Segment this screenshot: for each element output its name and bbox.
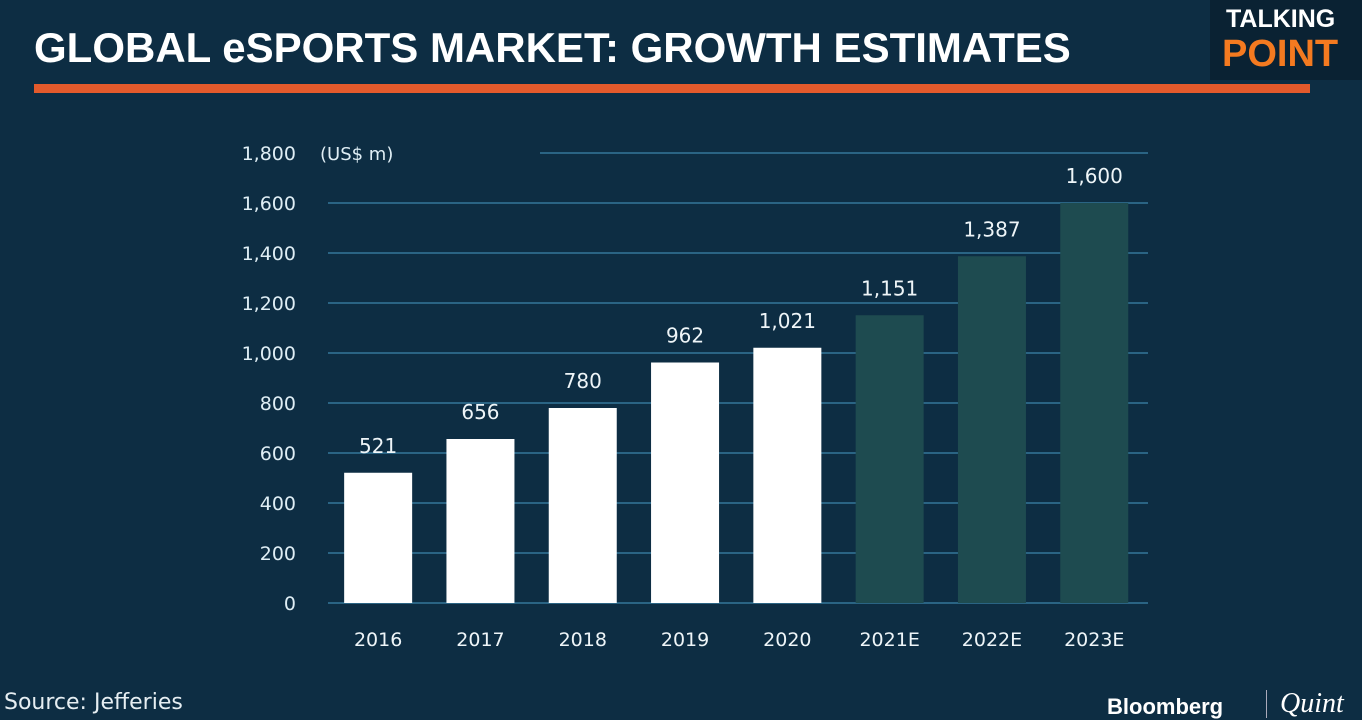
data-label: 780: [564, 369, 602, 393]
bar: [753, 347, 822, 603]
y-tick-label: 1,400: [242, 243, 296, 265]
bar: [855, 315, 924, 603]
brand-divider: [1266, 690, 1267, 718]
bar: [651, 362, 720, 603]
bar: [446, 439, 515, 603]
x-tick-label: 2022E: [962, 629, 1022, 651]
brand-logo-bloomberg: Bloomberg: [1107, 694, 1224, 719]
data-label: 656: [461, 400, 499, 424]
data-label: 1,387: [963, 217, 1020, 241]
x-tick-label: 2023E: [1064, 629, 1124, 651]
y-tick-label: 1,200: [242, 293, 296, 315]
data-label: 1,600: [1066, 164, 1123, 188]
unit-label: (US$ m): [320, 144, 393, 165]
x-tick-label: 2019: [661, 629, 709, 651]
x-tick-label: 2017: [456, 629, 504, 651]
y-tick-label: 0: [284, 593, 296, 615]
y-tick-label: 200: [260, 543, 296, 565]
title-underline: [34, 84, 1310, 93]
x-tick-label: 2018: [559, 629, 607, 651]
talking-point-logo: TALKING POINT: [1210, 0, 1362, 80]
data-label: 962: [666, 324, 704, 348]
data-label: 1,151: [861, 276, 918, 300]
data-label: 1,021: [759, 309, 816, 333]
data-label: 521: [359, 434, 397, 458]
x-tick-label: 2020: [763, 629, 811, 651]
y-tick-label: 600: [260, 443, 296, 465]
page-title: GLOBAL eSPORTS MARKET: GROWTH ESTIMATES: [34, 24, 1071, 71]
x-tick-label: 2021E: [859, 629, 919, 651]
y-tick-label: 1,800: [242, 143, 296, 165]
x-tick-label: 2016: [354, 629, 402, 651]
brand-logo-quint: Quint: [1280, 688, 1344, 719]
source-note: Source: Jefferies: [4, 690, 183, 715]
bar: [344, 472, 413, 603]
bar: [1060, 203, 1129, 603]
bar: [548, 408, 617, 603]
logo-line1: TALKING: [1226, 5, 1336, 33]
bar: [957, 256, 1026, 603]
y-tick-label: 800: [260, 393, 296, 415]
y-tick-label: 400: [260, 493, 296, 515]
y-tick-label: 1,000: [242, 343, 296, 365]
y-tick-label: 1,600: [242, 193, 296, 215]
logo-line2: POINT: [1222, 33, 1339, 75]
